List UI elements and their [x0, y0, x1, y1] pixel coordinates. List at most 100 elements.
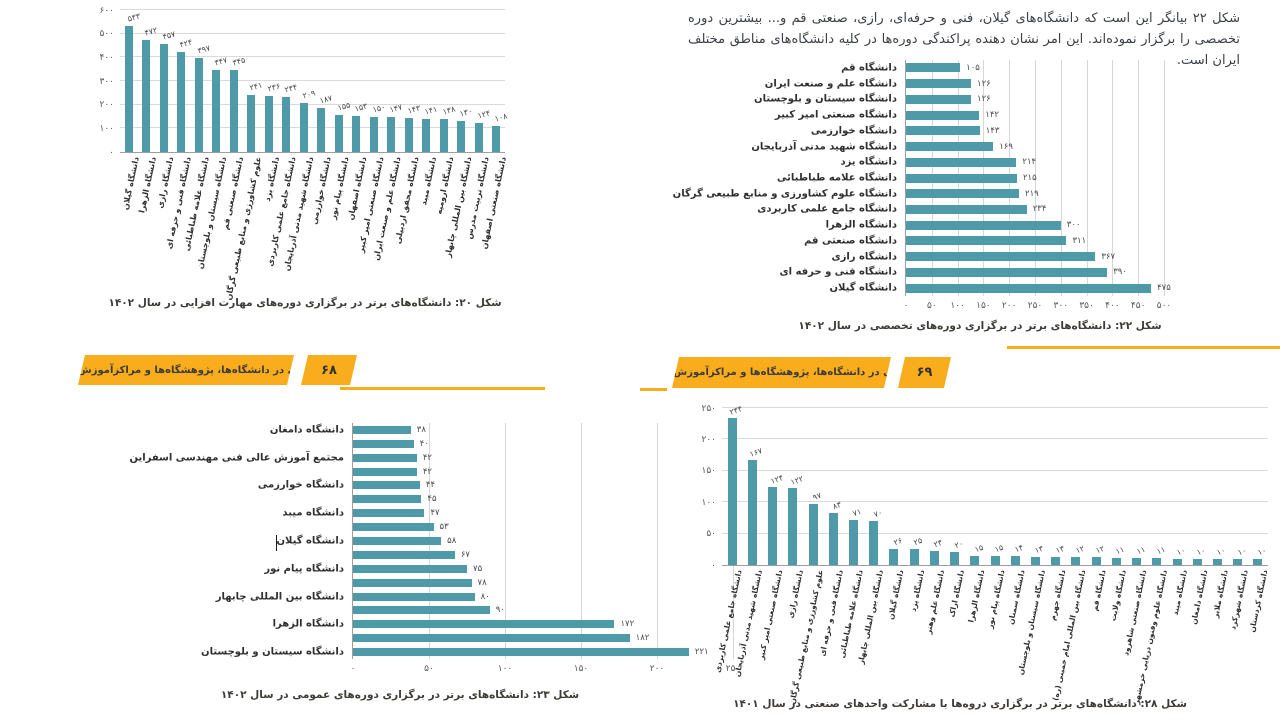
bar	[474, 122, 483, 152]
bar	[848, 520, 858, 565]
category-label: دانشگاه یزد	[840, 156, 897, 168]
gridline	[722, 407, 1268, 408]
bar	[906, 267, 1108, 277]
value-label: ۴۰	[419, 438, 429, 449]
bar	[828, 512, 838, 565]
bar	[247, 94, 256, 152]
bar	[906, 94, 972, 104]
y-tick-label: ۰	[711, 560, 716, 571]
category-label: دانشگاه گیلان	[886, 569, 906, 621]
category-label: دانشگاه دامغان	[1188, 569, 1210, 626]
x-tick-label: ۵۰	[424, 664, 434, 674]
bar	[909, 549, 919, 565]
bar	[788, 488, 798, 565]
value-label: ۳۱۱	[1072, 235, 1087, 246]
bar	[353, 550, 455, 559]
value-label: ۷۸	[477, 577, 487, 588]
x-tick-label: ۲۰۰	[1001, 301, 1017, 311]
y-tick-label: ۵۰	[706, 529, 716, 540]
category-label: دانشگاه میبد	[1170, 569, 1189, 617]
bar	[353, 592, 475, 601]
bar	[353, 439, 414, 448]
value-label: ۳۰۰	[1066, 220, 1081, 231]
bar	[353, 564, 467, 573]
category-label: دانشگاه گیلان	[276, 535, 344, 547]
figure20-chart: ۰ ۱۰۰ ۲۰۰ ۳۰۰ ۴۰۰ ۵۰۰ ۶۰۰ ۵۳۳ دانشگاه گیلان ۴۷۲ دا…	[99, 6, 508, 301]
bar	[334, 115, 343, 152]
y-tick-label: ۵۰۰	[99, 29, 114, 40]
value-label: ۳۹۰	[1113, 267, 1127, 278]
bar	[353, 620, 615, 629]
gridline	[657, 423, 658, 659]
bar	[317, 107, 326, 152]
value-label: ۱۴۳	[985, 125, 1000, 136]
bar	[990, 555, 1000, 565]
bar	[1172, 558, 1182, 565]
x-tick-label: ۳۰۰	[1053, 301, 1069, 311]
category-label: دانشگاه جهرم	[1047, 569, 1068, 622]
category-label: دانشگاه گیلان	[120, 156, 141, 211]
y-tick-label: ۱۵۰	[701, 466, 716, 477]
value-label: ۳۶۷	[1101, 251, 1116, 262]
bar	[869, 521, 879, 565]
bar	[353, 481, 420, 490]
bar	[492, 126, 501, 152]
figure23-caption: شکل ۲۳: دانشگاه‌های برتر در برگزاری دوره…	[220, 689, 580, 701]
value-label: ۴۲	[422, 466, 432, 477]
category-label: دانشگاه میبد	[419, 156, 439, 207]
bar	[1071, 557, 1081, 565]
category-label: دانشگاه میبد	[282, 507, 344, 519]
x-tick-label: ۳۵۰	[1079, 301, 1094, 311]
value-label: ۶۷	[460, 549, 470, 560]
bar	[1051, 556, 1061, 565]
figure28-chart: ۰ ۵۰ ۱۰۰ ۱۵۰ ۲۰۰ ۲۵۰ ۲۳۴ دانشگاه جامع علمی کارب…	[701, 404, 1269, 706]
gridline	[1138, 60, 1140, 296]
category-label: دانشگاه سیستان و بلوچستان	[754, 93, 897, 105]
header-rule-left-segment	[640, 388, 667, 391]
value-label: ۲۳۴	[1032, 204, 1047, 215]
category-label: دانشگاه خوارزمی	[257, 479, 344, 491]
bar	[264, 96, 273, 152]
x-tick-label: ۲۵۰	[1027, 301, 1043, 311]
value-label: ۵۸	[447, 536, 457, 546]
bar	[906, 173, 1017, 183]
gridline	[120, 56, 505, 58]
bar	[747, 460, 757, 565]
y-tick-label: ۰	[109, 147, 114, 158]
x-tick-label: ۲۰۰	[649, 664, 665, 674]
y-tick-label: ۲۵۰	[701, 403, 716, 414]
bar	[353, 523, 434, 532]
category-label: دانشگاه اراک	[947, 569, 967, 619]
value-label: ۱۸۲	[635, 633, 650, 644]
category-label: دانشگاه علامه طباطبائی	[777, 172, 897, 184]
bar	[353, 648, 689, 657]
bar	[212, 69, 221, 152]
category-label: دانشگاه قم	[1090, 569, 1108, 612]
bar	[906, 283, 1152, 293]
category-label: دانشگاه یزد	[908, 569, 926, 613]
category-label: دانشگاه ارومیه	[434, 156, 456, 216]
bar	[177, 51, 186, 152]
category-label: دانشگاه الزهرا	[966, 569, 987, 624]
x-tick-label: ۰	[903, 301, 909, 311]
x-tick-label: ۵۰	[926, 301, 937, 311]
page-number-left: ۶۸	[321, 362, 337, 378]
bar	[929, 550, 939, 565]
value-label: ۴۲	[422, 452, 432, 463]
bar	[1091, 557, 1101, 565]
bar	[906, 126, 980, 136]
bar	[1132, 558, 1142, 565]
bar	[1010, 556, 1020, 565]
figure23-chart: ۰ ۵۰ ۱۰۰ ۱۵۰ ۲۰۰ ۲۵۰ ۳۸ دانشگاه دامغان ۴۰ ۴۲ مجتمع…	[129, 423, 740, 674]
category-label: دانشگاه پیام نور	[264, 563, 344, 575]
bar	[1192, 558, 1202, 565]
category-label: دانشگاه الزهرا	[825, 219, 897, 231]
figure22-caption: شکل ۲۲: دانشگاه‌های برتر در برگزاری دوره…	[798, 320, 1162, 332]
bar	[1111, 558, 1121, 565]
header-title-left: مهارت‌افزایی در دانشگاه‌ها، پژوهشگاه‌ها …	[18, 364, 354, 376]
gridline	[120, 32, 505, 34]
x-tick-label: ۲۵۰	[725, 664, 741, 674]
category-label: مجتمع آموزش عالی فنی مهندسی اسفراین	[129, 452, 344, 464]
bar	[299, 102, 308, 152]
